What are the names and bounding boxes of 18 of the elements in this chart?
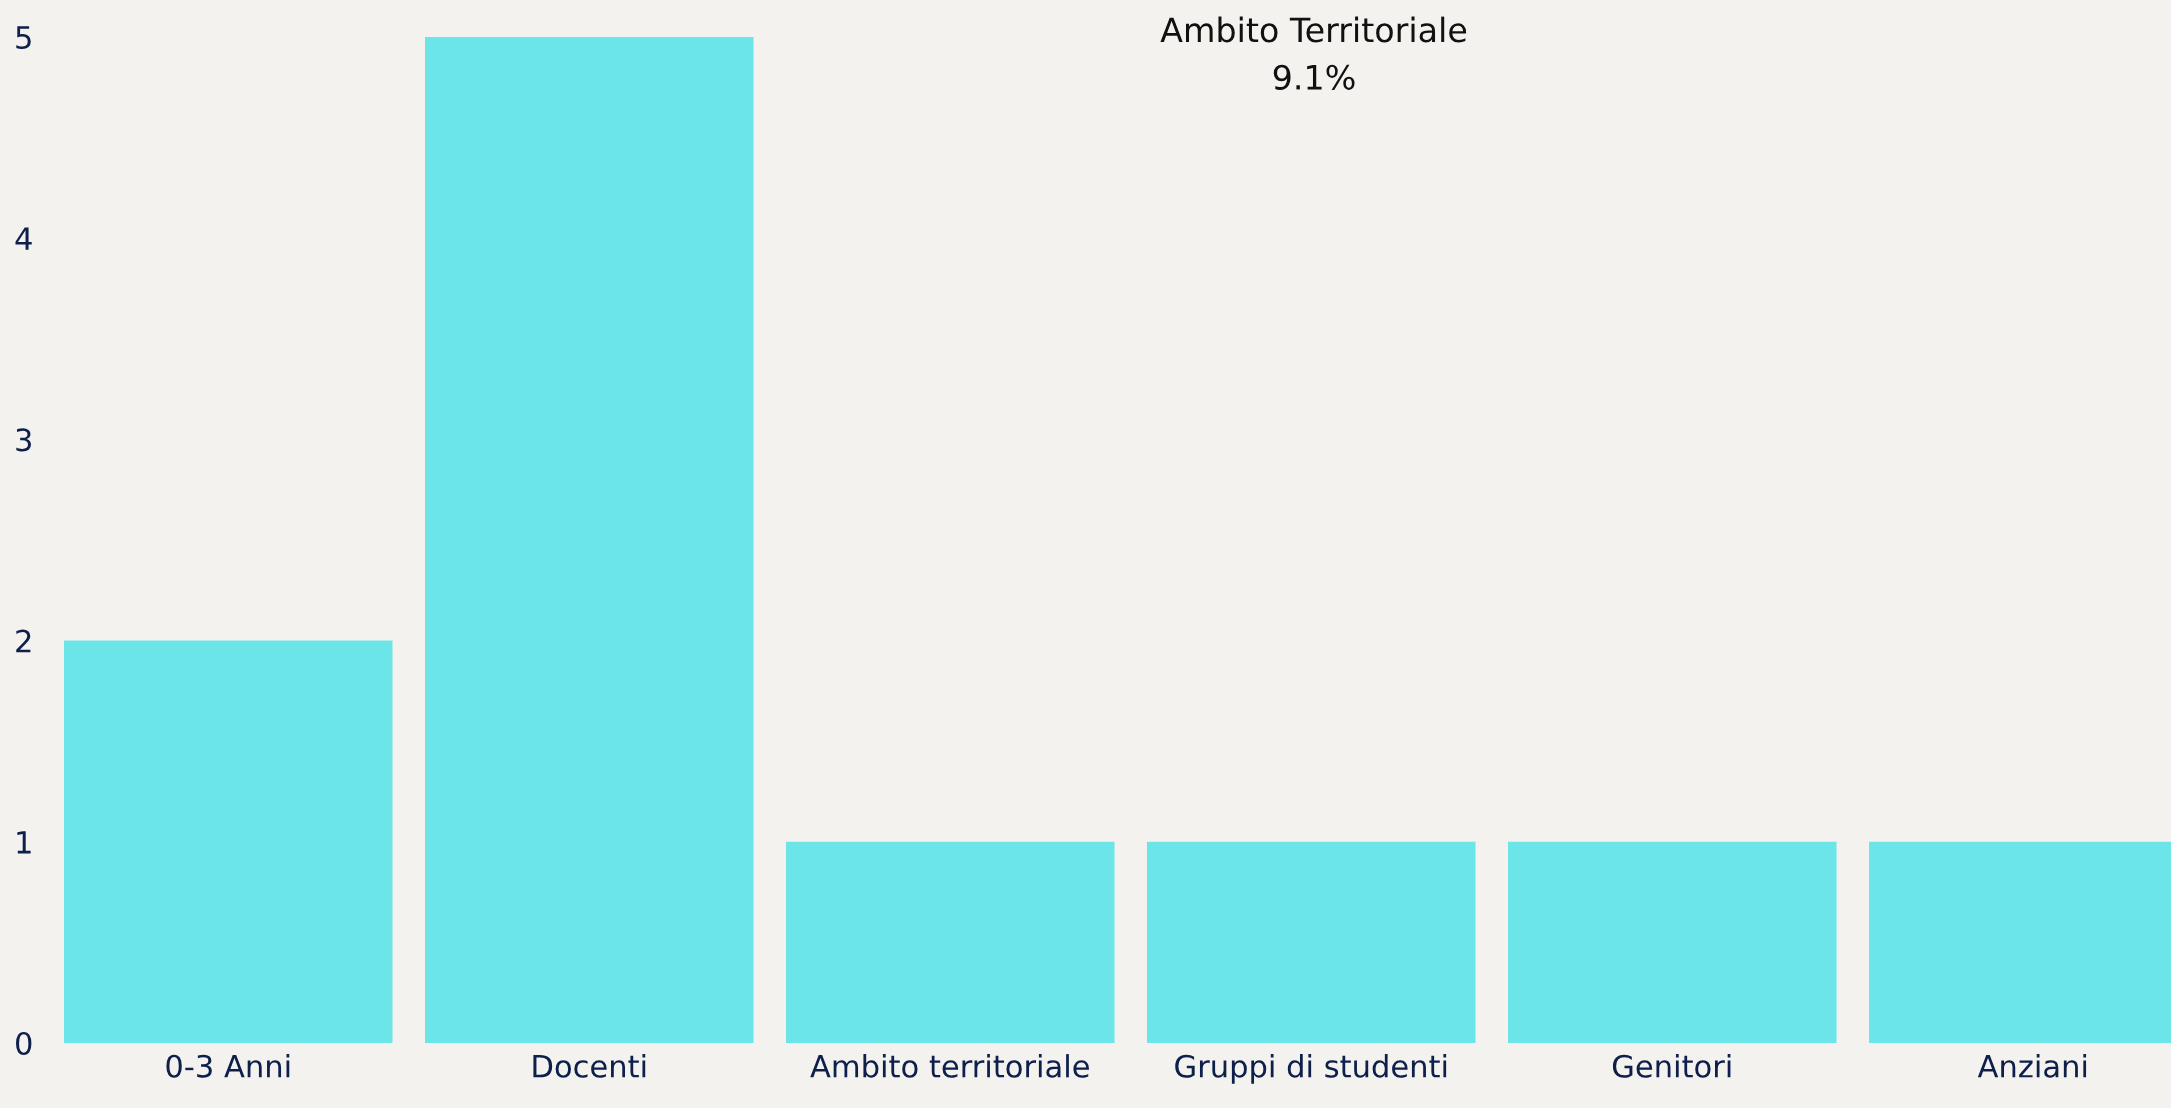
x-tick-label: 0-3 Anni: [166, 1054, 290, 1078]
y-tick-label: 5: [16, 26, 31, 50]
x-tick-label: Docenti: [533, 1054, 646, 1078]
bar: [64, 640, 393, 1043]
annotation: Ambito Territoriale 9.1%: [1160, 16, 1467, 90]
bar: [1147, 841, 1476, 1043]
bar: [1508, 841, 1837, 1043]
y-tick-label: 1: [17, 831, 31, 854]
x-tick-label: Ambito territoriale: [810, 1054, 1089, 1078]
y-tick-label: 3: [16, 428, 31, 452]
y-tick-label: 4: [15, 227, 32, 250]
x-tick-label: Gruppi di studenti: [1175, 1054, 1447, 1084]
y-tick-label: 2: [16, 629, 31, 653]
bar: [425, 37, 754, 1043]
x-tick-label: Anziani: [1977, 1054, 2087, 1078]
y-tick-label: 0: [16, 1031, 32, 1056]
x-tick-label: Genitori: [1612, 1054, 1731, 1078]
bar: [786, 841, 1115, 1043]
